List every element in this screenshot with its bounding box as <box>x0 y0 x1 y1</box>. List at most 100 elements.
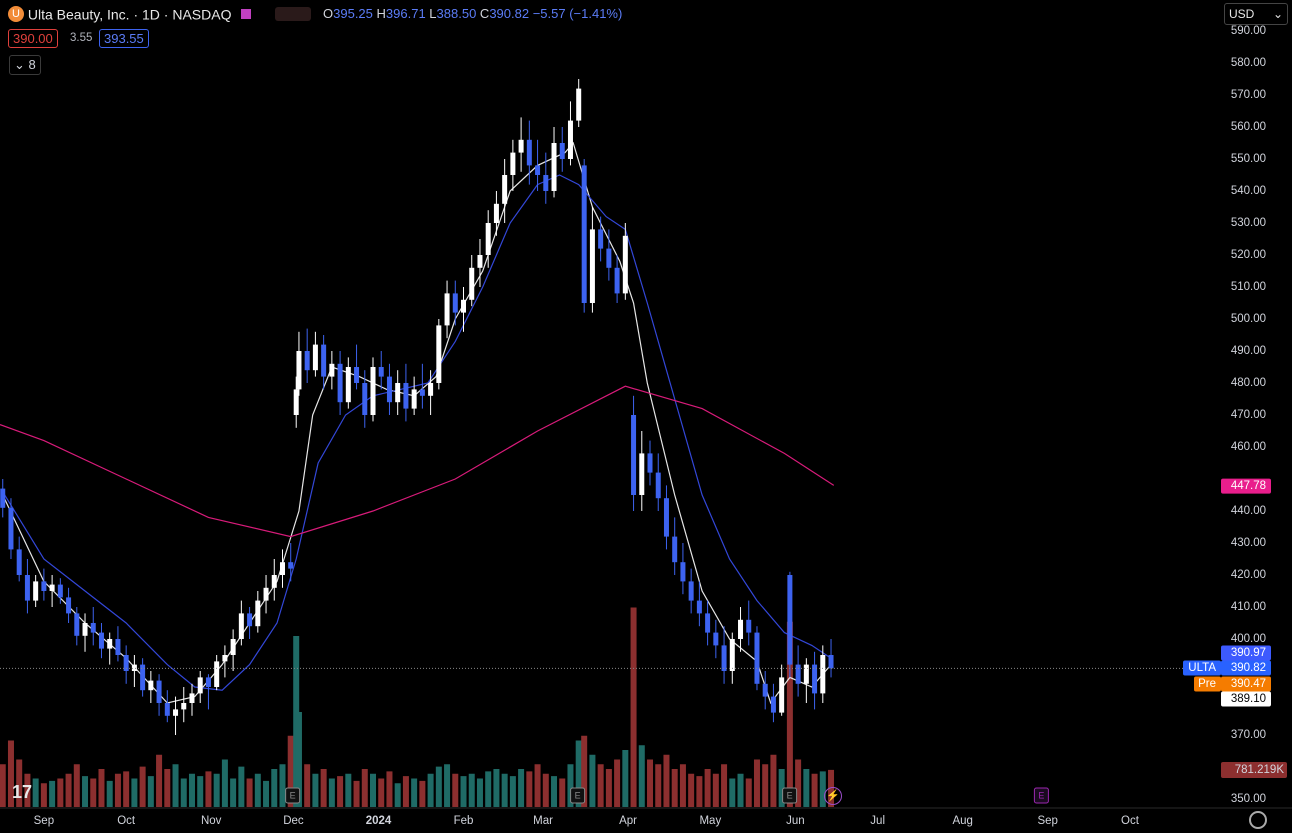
earnings-marker[interactable] <box>285 787 301 804</box>
symbol-header: U Ulta Beauty, Inc. · 1D · NASDAQ <box>8 5 312 23</box>
candle-body <box>461 299 467 313</box>
x-tick-label: Dec <box>283 815 304 827</box>
volume-bar <box>452 773 459 807</box>
volume-bar <box>411 778 418 807</box>
volume-bar <box>803 769 810 807</box>
candle-body <box>156 680 162 703</box>
low-value: 388.50 <box>436 6 477 21</box>
candle-body <box>559 143 565 159</box>
volume-bar <box>156 754 163 807</box>
volume-bar <box>712 773 719 807</box>
candle-body <box>238 613 244 639</box>
status-icons[interactable] <box>275 7 312 22</box>
volume-bar <box>123 771 130 807</box>
currency-select[interactable]: USD ⌄ <box>1224 3 1288 25</box>
candle-body <box>812 664 818 694</box>
candle-body <box>123 655 129 671</box>
y-tick-label: 350.00 <box>1231 793 1266 805</box>
candle-body <box>419 389 425 396</box>
price-label: 390.82 <box>1231 662 1266 674</box>
earnings-marker[interactable] <box>782 787 798 804</box>
chevron: ⌄ <box>1272 7 1283 21</box>
volume-bar <box>49 780 56 807</box>
candle-body <box>370 367 376 415</box>
candle-body <box>672 536 678 563</box>
candle-body <box>386 376 392 403</box>
x-tick-label: Feb <box>454 815 474 827</box>
x-tick-label: Aug <box>952 815 972 827</box>
candle-body <box>329 363 335 377</box>
y-tick-label: 570.00 <box>1231 89 1266 101</box>
y-tick-label: 440.00 <box>1231 505 1266 517</box>
volume-bar <box>386 771 393 807</box>
volume-bar <box>40 783 47 807</box>
volume-bar <box>575 740 582 807</box>
x-tick-label: Nov <box>201 815 222 827</box>
bid[interactable]: 390.00 <box>8 29 58 48</box>
candle-body <box>181 703 187 710</box>
candle-body <box>746 619 752 633</box>
volume-bar <box>320 769 327 807</box>
volume-bar <box>753 759 760 807</box>
volume-bar <box>655 764 662 807</box>
candle-body <box>345 367 351 403</box>
volume-bar <box>663 754 670 807</box>
ask[interactable]: 393.55 <box>99 29 149 48</box>
candle-body <box>705 613 711 633</box>
candle-body <box>510 152 516 175</box>
y-tick-label: 370.00 <box>1231 729 1266 741</box>
volume-bar <box>435 766 442 807</box>
candle-body <box>754 632 760 684</box>
volume-bar <box>279 764 286 807</box>
y-tick-label: 410.00 <box>1231 601 1266 613</box>
x-tick-label: Mar <box>533 815 553 827</box>
volume-bar <box>551 776 558 807</box>
volume-bar <box>271 769 278 807</box>
candle-body <box>222 655 228 662</box>
earnings-marker[interactable] <box>1033 787 1049 804</box>
brand-logo[interactable]: 17 <box>12 782 33 802</box>
candle-body <box>567 120 573 159</box>
indicators-count: 8 <box>28 57 36 72</box>
y-tick-label: 490.00 <box>1231 345 1266 357</box>
volume-bar <box>622 750 629 807</box>
ohlc: O395.25 H396.71 L388.50 C390.82 −5.57 (−… <box>323 6 622 21</box>
price-tag-bg <box>1183 660 1221 676</box>
volume-label: 781.219K <box>1235 764 1285 776</box>
volume-bar <box>205 771 212 807</box>
volume-bar <box>534 764 541 807</box>
flag-icon[interactable] <box>241 9 252 20</box>
candle-body <box>828 655 834 669</box>
candle-body <box>713 632 719 646</box>
earnings-marker[interactable] <box>570 787 586 804</box>
change: −5.57 (−1.41%) <box>532 6 623 21</box>
y-tick-label: 550.00 <box>1231 153 1266 165</box>
volume-bar <box>353 780 360 807</box>
y-tick-label: 530.00 <box>1231 217 1266 229</box>
volume-bar <box>82 776 89 807</box>
volume-bar <box>526 771 533 807</box>
volume-bar <box>581 735 588 807</box>
volume-bar <box>460 776 467 807</box>
candle-body <box>428 383 434 396</box>
candle-body <box>680 562 686 582</box>
candle-body <box>354 367 360 383</box>
volume-bar <box>73 764 80 807</box>
volume-bar <box>704 769 711 807</box>
volume-bar <box>493 769 500 807</box>
candle-body <box>551 143 557 191</box>
volume-bar <box>295 712 302 807</box>
volume-bar <box>221 759 228 807</box>
indicators-toggle[interactable]: ⌄ 8 <box>9 55 41 75</box>
price-tag: ULTA <box>1188 662 1216 674</box>
volume-bar <box>819 771 826 807</box>
events-icon[interactable]: ⚡ <box>824 787 842 805</box>
candle-body <box>8 507 14 550</box>
candle-body <box>230 639 236 655</box>
settings-icon[interactable] <box>1249 811 1267 829</box>
symbol-name[interactable]: Ulta Beauty, Inc. · 1D · NASDAQ <box>27 6 232 23</box>
candle-body <box>197 677 203 694</box>
candle-body <box>173 709 179 716</box>
candle-body <box>337 363 343 403</box>
